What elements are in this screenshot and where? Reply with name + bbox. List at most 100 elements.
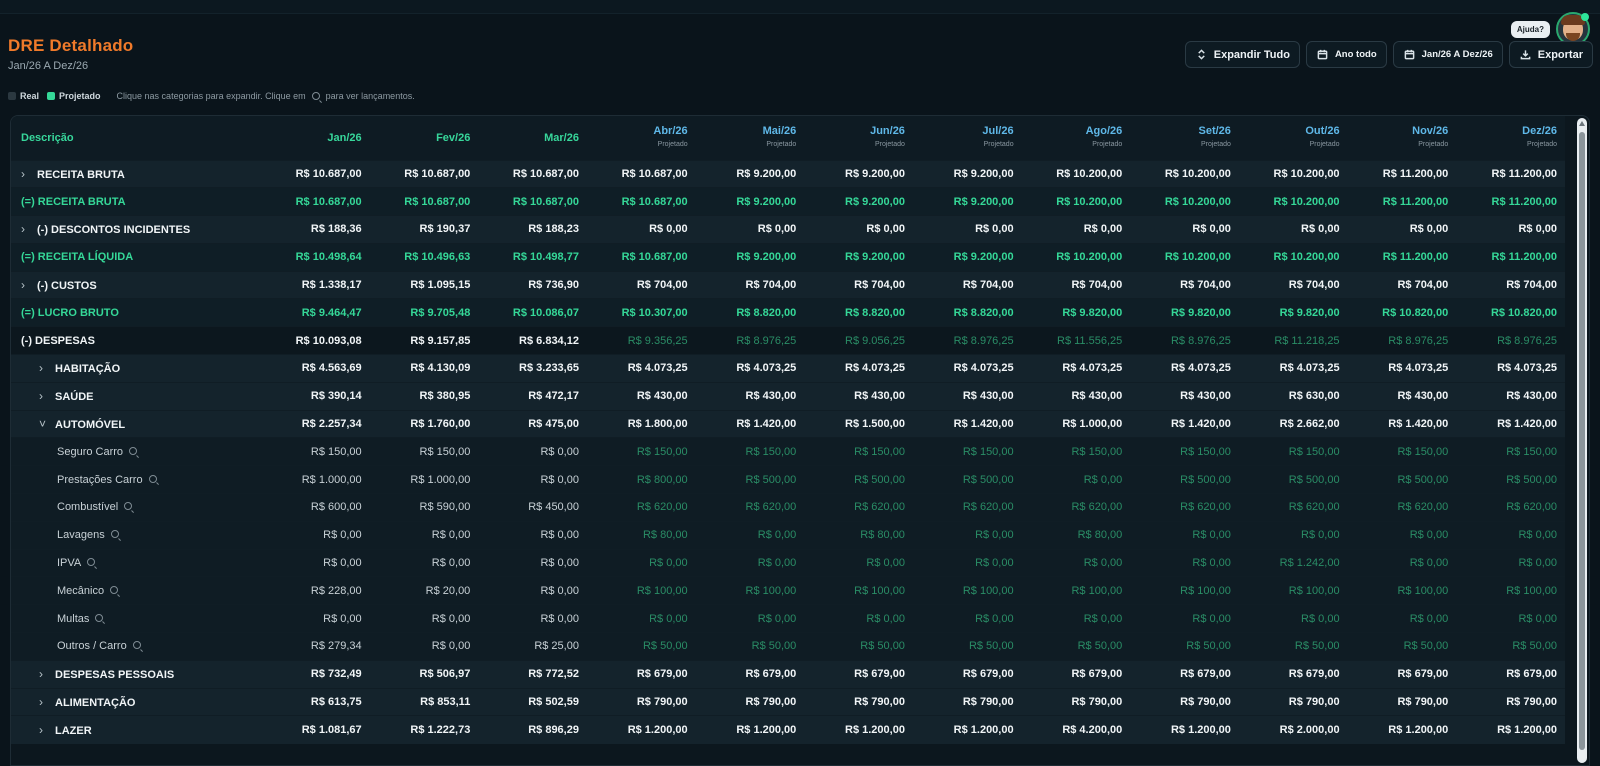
cell-value: R$ 8.820,00: [695, 298, 805, 327]
cell-value: R$ 0,00: [369, 632, 479, 661]
table-row-entry[interactable]: Seguro Carro R$ 150,00 R$ 150,00 R$ 0,00 R$ …: [11, 437, 1565, 466]
chevron-right-icon[interactable]: ›: [39, 361, 43, 376]
cell-value: R$ 1.500,00: [804, 409, 913, 438]
cell-value: R$ 10.687,00: [586, 242, 696, 272]
cell-value: R$ 50,00: [1130, 632, 1239, 661]
chevron-right-icon[interactable]: ›: [39, 723, 43, 738]
cell-value: R$ 790,00: [1456, 687, 1565, 716]
chevron-down-icon[interactable]: ˅: [39, 417, 47, 432]
cell-value: R$ 10.200,00: [1130, 187, 1239, 216]
table-row-entry[interactable]: Combustível R$ 600,00 R$ 590,00 R$ 450,00 R$…: [11, 493, 1565, 522]
cell-value: R$ 8.820,00: [912, 298, 1022, 327]
date-range-button[interactable]: Jan/26 A Dez/26: [1392, 41, 1503, 68]
cell-value: R$ 8.976,25: [1347, 326, 1457, 355]
cell-value: R$ 853,11: [369, 687, 479, 716]
chevron-right-icon[interactable]: ›: [39, 667, 43, 682]
vertical-scrollbar[interactable]: [1577, 118, 1587, 763]
cell-value: R$ 1.420,00: [695, 409, 805, 438]
top-bar: [0, 0, 1600, 14]
table-row-entry[interactable]: Prestações Carro R$ 1.000,00 R$ 1.000,00 R$…: [11, 465, 1565, 494]
row-description: › (-) CUSTOS: [11, 270, 261, 299]
cell-value: R$ 10.200,00: [1130, 242, 1239, 272]
cell-value: R$ 500,00: [1238, 465, 1348, 494]
full-year-button[interactable]: Ano todo: [1305, 41, 1387, 68]
row-label: LAZER: [55, 725, 92, 738]
chevron-right-icon[interactable]: ›: [21, 222, 25, 237]
table-row-category[interactable]: › DESPESAS PESSOAIS R$ 732,49 R$ 506,97 R$ 7…: [11, 659, 1565, 689]
cell-value: R$ 450,00: [478, 493, 587, 522]
row-label: (=) LUCRO BRUTO: [21, 306, 119, 319]
column-header-month: Mai/26 Projetado: [695, 116, 805, 160]
scroll-up-icon[interactable]: [1579, 121, 1585, 126]
table-row-entry[interactable]: Multas R$ 0,00 R$ 0,00 R$ 0,00 R$ 0,00 R$ 0,0…: [11, 604, 1565, 633]
header-row: Descrição Jan/26 Fev/26 Mar/26 Abr/26 Projet…: [11, 116, 1565, 160]
cell-value: R$ 896,29: [478, 715, 587, 744]
chevron-right-icon[interactable]: ›: [39, 695, 43, 710]
row-label: Prestações Carro: [57, 473, 143, 486]
cell-value: R$ 0,00: [912, 215, 1022, 244]
cell-value: R$ 506,97: [369, 659, 479, 689]
cell-value: R$ 0,00: [1456, 520, 1565, 550]
cell-value: R$ 1.000,00: [1021, 409, 1131, 438]
table-row-entry[interactable]: Outros / Carro R$ 279,34 R$ 0,00 R$ 25,00 R$…: [11, 632, 1565, 661]
row-description: Outros / Carro: [11, 632, 261, 661]
row-description: (=) RECEITA BRUTA: [11, 187, 261, 216]
avatar[interactable]: [1556, 12, 1590, 46]
chevron-right-icon[interactable]: ›: [39, 389, 43, 404]
cell-value: R$ 0,00: [1130, 520, 1239, 550]
cell-value: R$ 500,00: [912, 465, 1022, 494]
column-header-month: Jul/26 Projetado: [912, 116, 1022, 160]
cell-value: R$ 620,00: [804, 493, 913, 522]
cell-value: R$ 10.200,00: [1130, 159, 1239, 188]
table-row-category[interactable]: › (-) CUSTOS R$ 1.338,17 R$ 1.095,15 R$ 736,…: [11, 270, 1565, 299]
table-row-entry[interactable]: IPVA R$ 0,00 R$ 0,00 R$ 0,00 R$ 0,00 R$ 0,00 R…: [11, 548, 1565, 577]
dre-table-container: Descrição Jan/26 Fev/26 Mar/26 Abr/26 Projet…: [10, 115, 1590, 766]
cell-value: R$ 11.200,00: [1456, 187, 1565, 216]
cell-value: R$ 10.687,00: [478, 187, 587, 216]
cell-value: R$ 1.420,00: [1130, 409, 1239, 438]
page-title: DRE Detalhado: [8, 36, 134, 55]
export-button[interactable]: Exportar: [1508, 41, 1593, 68]
table-row-category[interactable]: › (-) DESCONTOS INCIDENTES R$ 188,36 R$ 190…: [11, 215, 1565, 244]
cell-value: R$ 679,00: [1456, 659, 1565, 689]
cell-value: R$ 1.200,00: [1347, 715, 1457, 744]
search-icon[interactable]: [148, 474, 157, 483]
cell-value: R$ 430,00: [1456, 381, 1565, 411]
month-label: Nov/26: [1412, 124, 1449, 137]
search-icon[interactable]: [110, 530, 119, 539]
cell-value: R$ 620,00: [912, 493, 1022, 522]
scrollbar-thumb[interactable]: [1579, 132, 1585, 750]
search-icon[interactable]: [132, 641, 141, 650]
expand-all-button[interactable]: Expandir Tudo: [1184, 41, 1300, 68]
column-header-month: Mar/26: [478, 116, 587, 160]
cell-value: R$ 3.233,65: [478, 354, 587, 383]
table-row-entry[interactable]: Lavagens R$ 0,00 R$ 0,00 R$ 0,00 R$ 80,00 R$ …: [11, 520, 1565, 550]
cell-value: R$ 620,00: [1238, 493, 1348, 522]
search-icon[interactable]: [110, 585, 119, 594]
cell-value: R$ 0,00: [1347, 604, 1457, 633]
table-row-category[interactable]: › LAZER R$ 1.081,67 R$ 1.222,73 R$ 896,29 R$ …: [11, 715, 1565, 744]
search-icon[interactable]: [124, 502, 133, 511]
table-row-category[interactable]: › RECEITA BRUTA R$ 10.687,00 R$ 10.687,00 R$…: [11, 159, 1565, 188]
cell-value: R$ 790,00: [912, 687, 1022, 716]
cell-value: R$ 4.073,25: [695, 354, 805, 383]
chevron-right-icon[interactable]: ›: [21, 278, 25, 293]
cell-value: R$ 4.130,09: [369, 354, 479, 383]
cell-value: R$ 0,00: [804, 215, 913, 244]
cell-value: R$ 704,00: [912, 270, 1022, 299]
table-row-category[interactable]: › ALIMENTAÇÃO R$ 613,75 R$ 853,11 R$ 502,59 R…: [11, 687, 1565, 716]
help-button[interactable]: Ajuda?: [1510, 20, 1550, 38]
table-row-entry[interactable]: Mecânico R$ 228,00 R$ 20,00 R$ 0,00 R$ 100,0…: [11, 576, 1565, 605]
search-icon[interactable]: [95, 613, 104, 622]
cell-value: R$ 1.000,00: [261, 465, 370, 494]
search-icon[interactable]: [129, 446, 138, 455]
projected-sublabel: Projetado: [874, 140, 905, 148]
projected-sublabel: Projetado: [1200, 140, 1231, 148]
table-row-category[interactable]: › HABITAÇÃO R$ 4.563,69 R$ 4.130,09 R$ 3.233…: [11, 354, 1565, 383]
chevron-right-icon[interactable]: ›: [21, 166, 25, 181]
cell-value: R$ 630,00: [1238, 381, 1348, 411]
month-label: Out/26: [1305, 124, 1340, 137]
table-row-category[interactable]: ˅ AUTOMÓVEL R$ 2.257,34 R$ 1.760,00 R$ 475,0…: [11, 409, 1565, 438]
search-icon[interactable]: [87, 558, 96, 567]
table-row-category[interactable]: › SAÚDE R$ 390,14 R$ 380,95 R$ 472,17 R$ 430,…: [11, 381, 1565, 411]
